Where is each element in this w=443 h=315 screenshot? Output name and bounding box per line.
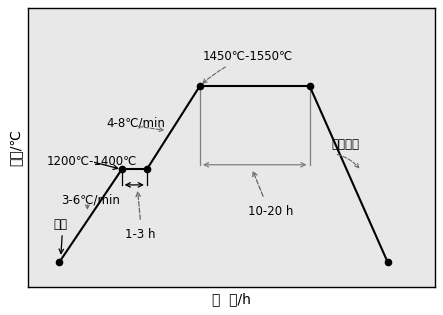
Text: 10-20 h: 10-20 h — [248, 205, 293, 218]
Text: 随炉冷却: 随炉冷却 — [331, 138, 359, 151]
Text: 1200℃-1400℃: 1200℃-1400℃ — [47, 155, 137, 169]
Text: 4-8℃/min: 4-8℃/min — [106, 117, 165, 129]
X-axis label: 时  间/h: 时 间/h — [212, 293, 251, 307]
Text: 1-3 h: 1-3 h — [125, 228, 156, 241]
Text: 室温: 室温 — [53, 218, 67, 231]
Text: 1450℃-1550℃: 1450℃-1550℃ — [203, 50, 293, 83]
Text: 3-6℃/min: 3-6℃/min — [61, 194, 120, 207]
Y-axis label: 温度/℃: 温度/℃ — [8, 129, 22, 166]
